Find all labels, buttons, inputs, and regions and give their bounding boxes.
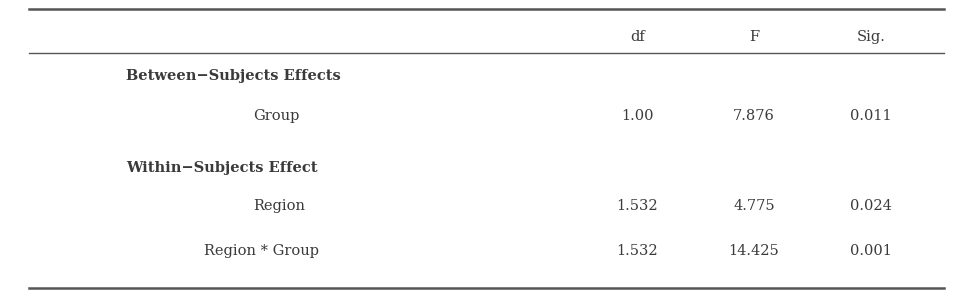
Text: Sig.: Sig. <box>856 30 885 44</box>
Text: 1.532: 1.532 <box>617 244 658 258</box>
Text: Between−Subjects Effects: Between−Subjects Effects <box>126 69 342 83</box>
Text: Group: Group <box>253 109 300 123</box>
Text: Region * Group: Region * Group <box>204 244 319 258</box>
Text: Region: Region <box>253 199 305 214</box>
Text: 0.011: 0.011 <box>850 109 891 123</box>
Text: 1.532: 1.532 <box>617 199 658 214</box>
Text: 4.775: 4.775 <box>734 199 775 214</box>
Text: F: F <box>749 30 759 44</box>
Text: 0.024: 0.024 <box>849 199 892 214</box>
Text: 7.876: 7.876 <box>733 109 775 123</box>
Text: 14.425: 14.425 <box>729 244 779 258</box>
Text: df: df <box>630 30 645 44</box>
Text: Within−Subjects Effect: Within−Subjects Effect <box>126 161 318 175</box>
Text: 1.00: 1.00 <box>621 109 654 123</box>
Text: 0.001: 0.001 <box>849 244 892 258</box>
